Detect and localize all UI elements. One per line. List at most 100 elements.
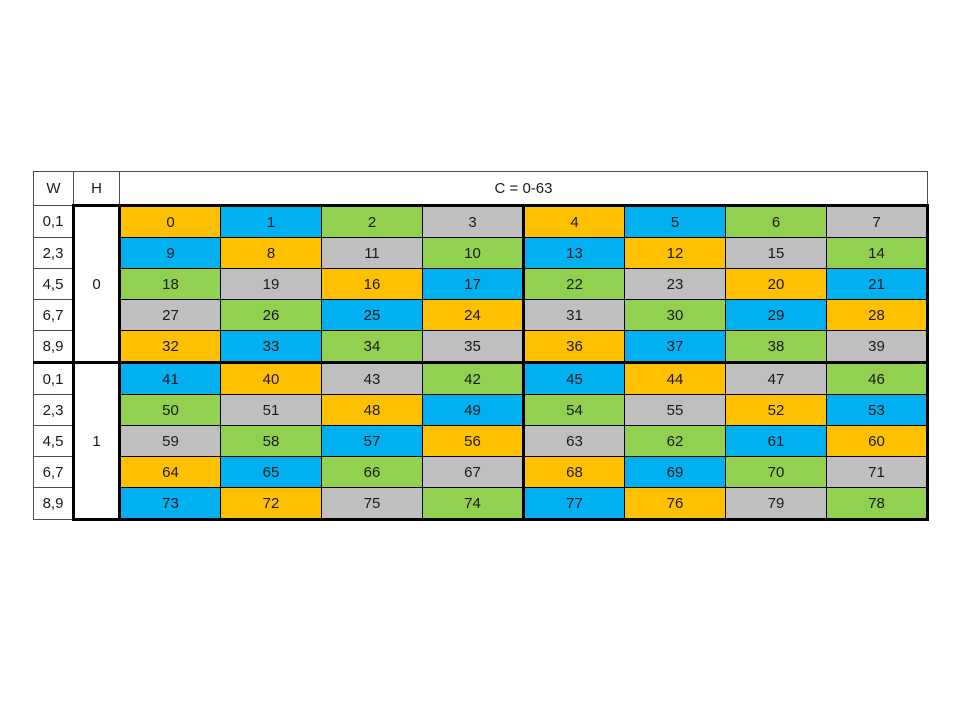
grid-cell: 73	[118, 487, 221, 521]
h-header: H	[73, 171, 120, 206]
table-row: 4,5 59 58 57 56 63 62 61 60	[33, 425, 929, 457]
grid-cell: 41	[118, 361, 221, 395]
grid-cell: 69	[624, 456, 726, 488]
w-label-cell: 0,1	[33, 362, 74, 395]
grid-cell: 50	[118, 394, 221, 426]
table-row: 6,7 64 65 66 67 68 69 70 71	[33, 456, 929, 488]
table-row: 0,1 1 41 40 43 42 45 44 47 46	[33, 361, 929, 521]
grid-cell: 39	[826, 330, 929, 364]
grid-cell: 71	[826, 456, 929, 488]
grid-cell: 22	[523, 268, 625, 300]
grid-cell: 43	[321, 361, 423, 395]
grid-cell: 26	[220, 299, 322, 331]
grid-cell: 72	[220, 487, 322, 521]
grid-cell: 4	[523, 204, 625, 238]
grid-cell: 20	[725, 268, 827, 300]
grid-cell: 40	[220, 361, 322, 395]
grid-cell: 10	[422, 237, 525, 269]
h-value-cell: 1	[72, 361, 121, 521]
grid-cell: 37	[624, 330, 726, 364]
grid-cell: 15	[725, 237, 827, 269]
grid-cell: 48	[321, 394, 423, 426]
grid-cell: 23	[624, 268, 726, 300]
grid-cell: 30	[624, 299, 726, 331]
w-label-cell: 4,5	[33, 425, 74, 457]
grid-cell: 9	[118, 237, 221, 269]
color-table: W H C = 0-63 0,1 0 0 1 2 3 4 5 6 7 2,3 9 8 11 10 13 12 15…	[33, 171, 929, 521]
grid-cell: 32	[118, 330, 221, 364]
grid-cell: 19	[220, 268, 322, 300]
table-row: 2,3 50 51 48 49 54 55 52 53	[33, 394, 929, 426]
grid-cell: 70	[725, 456, 827, 488]
grid-cell: 36	[523, 330, 625, 364]
w-label-cell: 2,3	[33, 237, 74, 269]
grid-cell: 59	[118, 425, 221, 457]
w-label-cell: 8,9	[33, 487, 74, 520]
grid-cell: 25	[321, 299, 423, 331]
w-label-cell: 2,3	[33, 394, 74, 426]
grid-cell: 1	[220, 204, 322, 238]
grid-cell: 64	[118, 456, 221, 488]
grid-cell: 24	[422, 299, 525, 331]
grid-cell: 65	[220, 456, 322, 488]
grid-cell: 5	[624, 204, 726, 238]
h-value-cell: 0	[72, 204, 121, 364]
grid-cell: 53	[826, 394, 929, 426]
grid-cell: 66	[321, 456, 423, 488]
grid-cell: 76	[624, 487, 726, 521]
grid-cell: 49	[422, 394, 525, 426]
w-header: W	[33, 171, 74, 206]
table-row: 2,3 9 8 11 10 13 12 15 14	[33, 237, 929, 269]
grid-cell: 35	[422, 330, 525, 364]
table-row: 4,5 18 19 16 17 22 23 20 21	[33, 268, 929, 300]
grid-cell: 54	[523, 394, 625, 426]
grid-cell: 57	[321, 425, 423, 457]
grid-cell: 31	[523, 299, 625, 331]
grid-cell: 58	[220, 425, 322, 457]
grid-cell: 27	[118, 299, 221, 331]
c-header: C = 0-63	[119, 171, 928, 206]
grid-cell: 38	[725, 330, 827, 364]
grid-cell: 16	[321, 268, 423, 300]
grid-cell: 3	[422, 204, 525, 238]
grid-cell: 17	[422, 268, 525, 300]
w-label-cell: 8,9	[33, 330, 74, 364]
grid-cell: 12	[624, 237, 726, 269]
grid-cell: 67	[422, 456, 525, 488]
grid-cell: 77	[523, 487, 625, 521]
w-label-cell: 0,1	[33, 205, 74, 238]
grid-cell: 46	[826, 361, 929, 395]
table-row: 8,9 73 72 75 74 77 76 79 78	[33, 487, 929, 521]
grid-cell: 61	[725, 425, 827, 457]
w-label-cell: 6,7	[33, 299, 74, 331]
grid-cell: 6	[725, 204, 827, 238]
grid-cell: 18	[118, 268, 221, 300]
table-row: 6,7 27 26 25 24 31 30 29 28	[33, 299, 929, 331]
grid-cell: 14	[826, 237, 929, 269]
grid-cell: 45	[523, 361, 625, 395]
grid-cell: 62	[624, 425, 726, 457]
header-row: W H C = 0-63	[33, 171, 928, 206]
grid-cell: 74	[422, 487, 525, 521]
table-row: 0,1 0 0 1 2 3 4 5 6 7	[33, 204, 929, 364]
grid-cell: 68	[523, 456, 625, 488]
grid-cell: 2	[321, 204, 423, 238]
table-row: 8,9 32 33 34 35 36 37 38 39	[33, 330, 929, 364]
grid-cell: 79	[725, 487, 827, 521]
grid-cell: 34	[321, 330, 423, 364]
grid-cell: 52	[725, 394, 827, 426]
grid-cell: 56	[422, 425, 525, 457]
grid-cell: 55	[624, 394, 726, 426]
grid-cell: 0	[118, 204, 221, 238]
grid-cell: 7	[826, 204, 929, 238]
grid-cell: 28	[826, 299, 929, 331]
table-body: 0,1 0 0 1 2 3 4 5 6 7 2,3 9 8 11 10 13 12 15 14 4,5 18 19 16 17…	[33, 204, 929, 521]
grid-cell: 44	[624, 361, 726, 395]
grid-cell: 11	[321, 237, 423, 269]
grid-cell: 51	[220, 394, 322, 426]
grid-cell: 8	[220, 237, 322, 269]
grid-cell: 78	[826, 487, 929, 521]
grid-cell: 42	[422, 361, 525, 395]
w-label-cell: 4,5	[33, 268, 74, 300]
grid-cell: 21	[826, 268, 929, 300]
